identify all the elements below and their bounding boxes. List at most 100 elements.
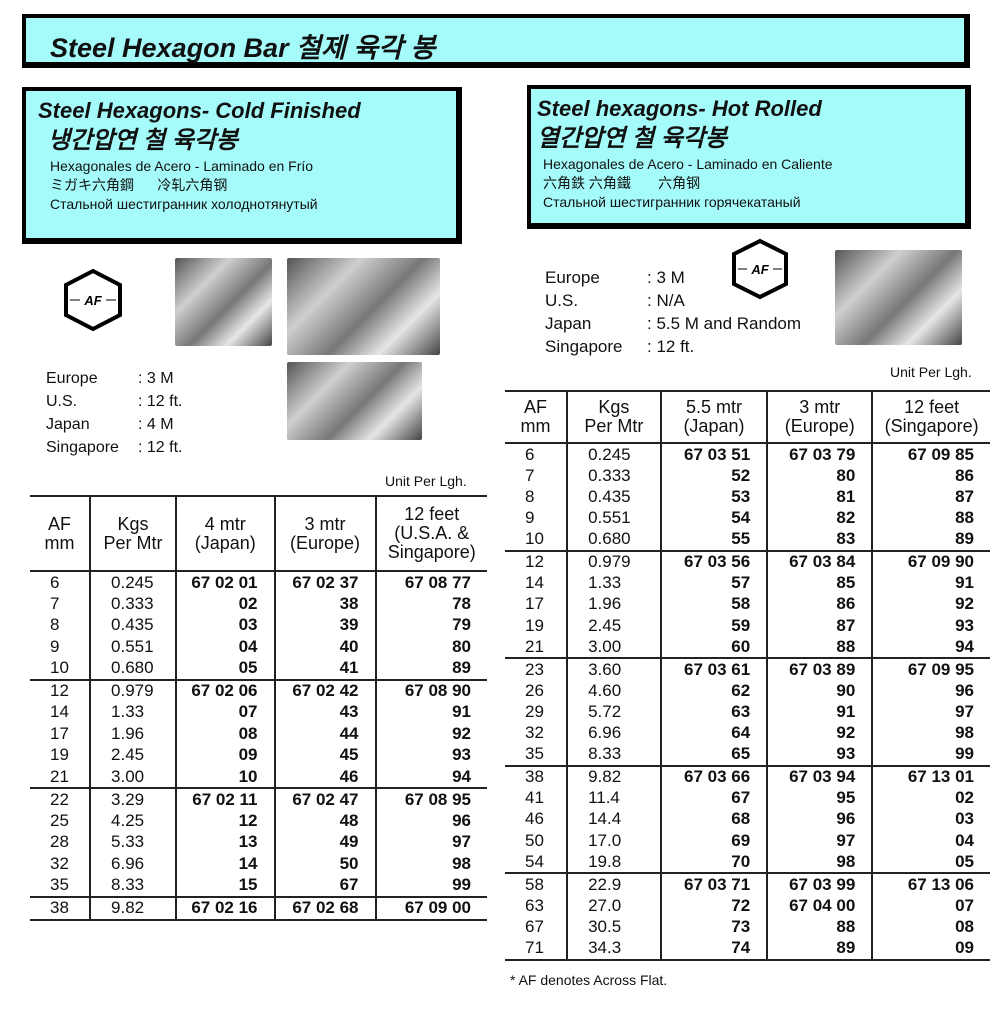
code-cell: 87 <box>766 614 873 637</box>
code-cell: 67 13 01 <box>871 764 990 788</box>
code-cell: 67 03 79 <box>766 442 873 465</box>
code-cell: 40 <box>273 636 376 658</box>
af-size-cell: 58 <box>505 872 568 896</box>
code-cell: 67 02 42 <box>273 678 376 702</box>
kgs-per-mtr-cell: 14.4 <box>566 808 661 831</box>
kgs-per-mtr-cell: 3.00 <box>89 766 176 788</box>
code-cell: 49 <box>273 831 376 853</box>
table-row: 8 0.435 53 81 87 <box>505 486 990 508</box>
spec-length: : 12 ft. <box>647 337 695 356</box>
spec-row: Europe: 3 M <box>46 367 182 390</box>
af-size-cell: 7 <box>50 593 60 613</box>
spec-region: Europe <box>545 268 600 287</box>
af-size-cell: 25 <box>50 810 69 830</box>
af-size-cell: 26 <box>525 680 544 700</box>
code-cell: 98 <box>766 851 873 874</box>
column-header: AF mm <box>30 495 91 571</box>
code-cell: 67 02 68 <box>273 895 376 921</box>
af-size-cell: 71 <box>505 937 568 961</box>
table-row: 23 3.60 67 03 61 67 03 89 67 09 95 <box>505 657 990 681</box>
kgs-per-mtr-cell: 9.82 <box>89 895 176 921</box>
spec-length: : 12 ft. <box>138 393 183 410</box>
code-cell: 92 <box>766 722 873 744</box>
code-cell: 55 <box>659 528 768 551</box>
af-size-cell: 19 <box>525 615 544 635</box>
af-size-cell: 10 <box>525 529 544 549</box>
cold-title-en: Steel Hexagons- Cold Finished <box>38 98 361 123</box>
code-cell: 67 <box>273 874 376 897</box>
code-cell: 67 09 85 <box>871 442 990 465</box>
af-size-cell: 46 <box>525 809 544 829</box>
table-row: 32 6.96 14 50 98 <box>30 853 487 875</box>
column-header-line: (U.S.A. & <box>394 523 470 543</box>
kgs-per-mtr-cell: 0.245 <box>566 442 661 465</box>
column-header: 3 mtr (Europe) <box>273 495 376 571</box>
af-size-cell: 22 <box>30 787 91 810</box>
code-cell: 45 <box>273 744 376 766</box>
code-cell: 96 <box>766 808 873 831</box>
af-size-cell: 21 <box>525 636 544 656</box>
table-row: 32 6.96 64 92 98 <box>505 722 990 744</box>
kgs-per-mtr-cell: 5.33 <box>89 831 176 853</box>
code-cell: 70 <box>659 851 768 874</box>
code-cell: 93 <box>374 744 487 766</box>
code-cell: 95 <box>766 787 873 809</box>
kgs-per-mtr-cell: 11.4 <box>566 787 661 809</box>
code-cell: 68 <box>659 808 768 831</box>
code-cell: 46 <box>273 766 376 788</box>
code-cell: 92 <box>871 593 990 615</box>
code-cell: 98 <box>374 853 487 875</box>
cold-unit-note: Unit Per Lgh. <box>385 473 467 489</box>
spec-region: U.S. <box>545 291 579 310</box>
code-cell: 94 <box>374 766 487 788</box>
code-cell: 67 09 95 <box>871 657 990 681</box>
table-row: 38 9.82 67 02 16 67 02 68 67 09 00 <box>30 895 487 921</box>
code-cell: 82 <box>766 507 873 529</box>
code-cell: 54 <box>659 507 768 529</box>
column-header-line: 5.5 mtr <box>685 397 742 417</box>
column-header-line: Per Mtr <box>103 532 163 553</box>
kgs-per-mtr-cell: 0.551 <box>566 507 661 529</box>
code-cell: 86 <box>871 465 990 487</box>
table-row: 7 0.333 52 80 86 <box>505 465 990 487</box>
code-cell: 83 <box>766 528 873 551</box>
column-header-line: 4 mtr <box>204 513 246 534</box>
kgs-per-mtr-cell: 8.33 <box>566 743 661 766</box>
code-cell: 88 <box>766 916 873 938</box>
code-cell: 99 <box>374 874 487 897</box>
spec-region: U.S. <box>46 393 78 410</box>
code-cell: 90 <box>766 680 873 702</box>
code-cell: 02 <box>174 593 275 615</box>
code-cell: 02 <box>871 787 990 809</box>
af-size-cell: 6 <box>505 442 568 465</box>
code-cell: 67 03 94 <box>766 764 873 788</box>
kgs-per-mtr-cell: 2.45 <box>566 614 661 637</box>
title-banner: Steel Hexagon Bar 철제 육각 봉 <box>22 14 970 68</box>
code-cell: 04 <box>871 830 990 852</box>
code-cell: 44 <box>273 723 376 745</box>
code-cell: 53 <box>659 486 768 508</box>
kgs-per-mtr-cell: 0.435 <box>566 486 661 508</box>
code-cell: 94 <box>871 636 990 659</box>
code-cell: 67 08 77 <box>374 570 487 593</box>
column-header-line: (Japan) <box>194 532 256 553</box>
af-size-cell: 35 <box>525 744 544 764</box>
af-size-cell: 7 <box>525 465 535 485</box>
code-cell: 91 <box>374 701 487 723</box>
code-cell: 87 <box>871 486 990 508</box>
column-header-line: 3 mtr <box>304 513 346 534</box>
kgs-per-mtr-cell: 30.5 <box>566 916 661 938</box>
af-size-cell: 21 <box>50 766 69 786</box>
code-cell: 05 <box>871 851 990 874</box>
table-row: 35 8.33 15 67 99 <box>30 874 487 897</box>
spec-length: : 3 M <box>138 370 174 387</box>
table-row: 17 1.96 08 44 92 <box>30 723 487 745</box>
af-size-cell: 41 <box>525 788 544 808</box>
table-row: 67 30.5 73 88 08 <box>505 916 990 938</box>
spec-region: Japan <box>46 416 90 433</box>
hexagon-bar-photo <box>175 258 272 346</box>
column-header-line: 12 feet <box>904 397 960 417</box>
column-header-line: (Japan) <box>683 416 745 436</box>
kgs-per-mtr-cell: 0.979 <box>566 549 661 573</box>
hot-unit-note: Unit Per Lgh. <box>890 364 972 380</box>
